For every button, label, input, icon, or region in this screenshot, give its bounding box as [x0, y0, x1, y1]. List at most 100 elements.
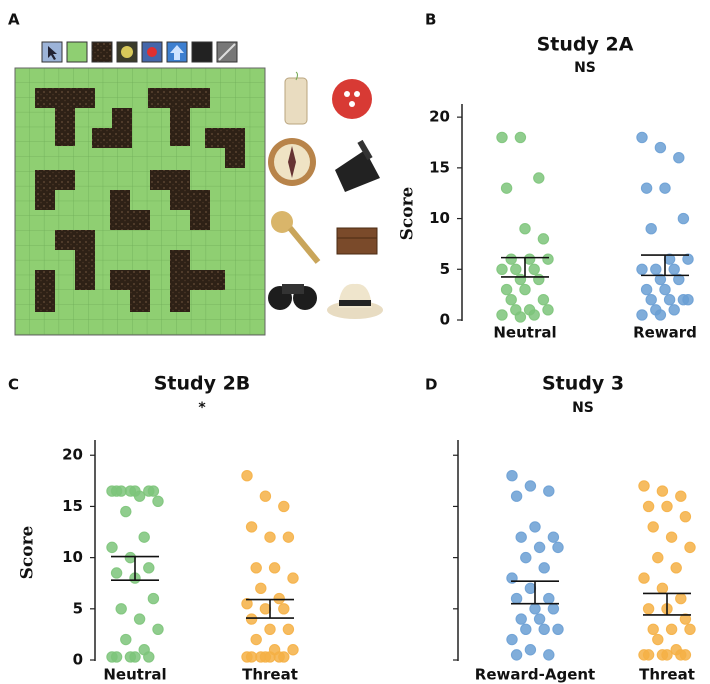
data-point	[269, 563, 279, 573]
data-point	[637, 264, 647, 274]
data-point	[139, 532, 149, 542]
data-point	[548, 532, 558, 542]
data-point	[260, 491, 270, 501]
data-point	[507, 634, 517, 644]
data-point	[664, 295, 674, 305]
y-tick-label: 0	[440, 311, 450, 329]
data-point	[525, 645, 535, 655]
data-point	[515, 274, 525, 284]
y-axis-label: Score	[18, 525, 38, 579]
maze-panel	[15, 42, 383, 335]
data-point	[279, 604, 289, 614]
data-point	[251, 563, 261, 573]
data-point	[256, 583, 266, 593]
data-point	[274, 593, 284, 603]
data-point	[662, 650, 672, 660]
data-point	[543, 305, 553, 315]
y-tick-label: 10	[429, 209, 450, 227]
data-point	[265, 624, 275, 634]
data-point	[637, 310, 647, 320]
data-point	[283, 532, 293, 542]
data-point	[553, 624, 563, 634]
data-point	[288, 573, 298, 583]
data-point	[657, 583, 667, 593]
data-point	[497, 132, 507, 142]
data-point	[265, 652, 275, 662]
data-point	[516, 532, 526, 542]
y-tick-label: 15	[62, 497, 83, 515]
data-point	[506, 295, 516, 305]
data-point	[511, 593, 521, 603]
data-point	[144, 652, 154, 662]
data-point	[511, 650, 521, 660]
data-point	[521, 552, 531, 562]
data-point	[637, 132, 647, 142]
chart-title: Study 3	[542, 373, 624, 395]
data-point	[674, 153, 684, 163]
data-point	[641, 183, 651, 193]
data-point	[497, 264, 507, 274]
data-point	[666, 624, 676, 634]
data-point	[662, 501, 672, 511]
data-point	[116, 604, 126, 614]
data-point	[643, 501, 653, 511]
chart-title: Study 2A	[537, 34, 634, 56]
data-point	[246, 522, 256, 532]
data-point	[121, 634, 131, 644]
data-point	[134, 491, 144, 501]
data-point	[657, 486, 667, 496]
data-point	[671, 563, 681, 573]
data-point	[288, 645, 298, 655]
data-point	[501, 284, 511, 294]
data-point	[121, 506, 131, 516]
data-point	[538, 295, 548, 305]
data-point	[530, 522, 540, 532]
data-point	[515, 312, 525, 322]
data-point	[639, 481, 649, 491]
data-point	[525, 583, 535, 593]
data-point	[685, 624, 695, 634]
data-point	[660, 284, 670, 294]
y-tick-label: 5	[440, 260, 450, 278]
data-point	[506, 254, 516, 264]
x-tick-label: Reward	[633, 324, 697, 342]
data-point	[246, 614, 256, 624]
tool-grass[interactable]	[67, 42, 87, 62]
data-point	[529, 310, 539, 320]
data-point	[525, 481, 535, 491]
data-point	[507, 471, 517, 481]
tool-wall[interactable]	[92, 42, 112, 62]
data-point	[520, 224, 530, 234]
x-tick-label: Neutral	[103, 666, 166, 684]
strip-chart: Study 2B*Score05101520NeutralThreat	[18, 373, 299, 684]
button-icon	[332, 79, 372, 119]
data-point	[685, 542, 695, 552]
data-point	[148, 593, 158, 603]
data-point	[521, 624, 531, 634]
data-point	[130, 652, 140, 662]
data-point	[678, 213, 688, 223]
tool-dark[interactable]	[192, 42, 212, 62]
data-point	[524, 254, 534, 264]
data-point	[544, 650, 554, 660]
toolbar	[42, 42, 237, 62]
data-point	[116, 486, 126, 496]
data-point	[643, 604, 653, 614]
data-point	[543, 254, 553, 264]
data-point	[511, 491, 521, 501]
data-point	[680, 511, 690, 521]
object-icons	[268, 72, 383, 319]
data-point	[534, 542, 544, 552]
data-point	[669, 264, 679, 274]
data-point	[125, 552, 135, 562]
chest-icon	[337, 228, 377, 254]
data-point	[534, 274, 544, 284]
chart-subtitle: NS	[572, 400, 594, 416]
data-point	[643, 650, 653, 660]
data-point	[497, 310, 507, 320]
data-point	[534, 173, 544, 183]
y-tick-label: 20	[429, 108, 450, 126]
y-tick-label: 15	[429, 158, 450, 176]
dustpan-icon	[335, 150, 380, 192]
